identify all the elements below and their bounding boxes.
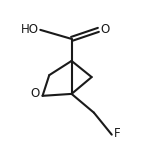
Text: HO: HO [21, 23, 39, 36]
Text: F: F [114, 128, 121, 140]
Text: O: O [30, 87, 39, 100]
Text: O: O [101, 23, 110, 36]
